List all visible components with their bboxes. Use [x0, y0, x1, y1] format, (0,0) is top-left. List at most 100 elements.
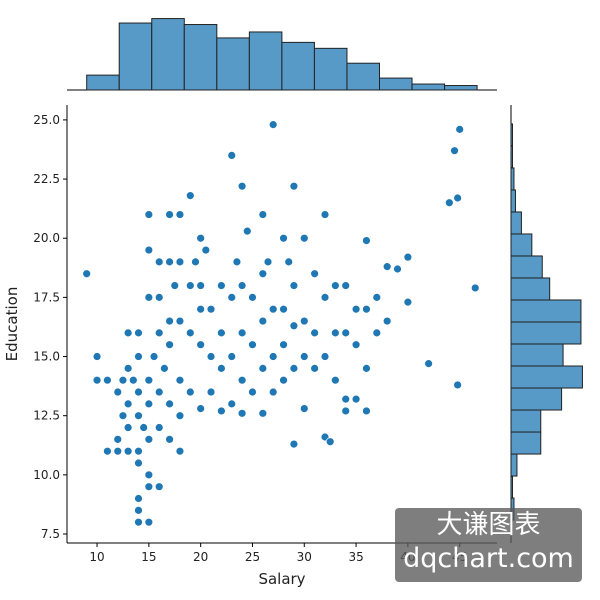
- x-tick-label: 35: [348, 550, 363, 564]
- point: [216, 363, 226, 373]
- point: [92, 375, 102, 385]
- y-tick-label: 20.0: [33, 231, 60, 245]
- point: [289, 439, 299, 449]
- point: [196, 340, 206, 350]
- point: [154, 328, 164, 338]
- hist-bar: [510, 277, 551, 301]
- hist-bar: [118, 22, 153, 91]
- point: [330, 328, 340, 338]
- point: [159, 363, 169, 373]
- hist-bar: [411, 83, 446, 91]
- point: [144, 375, 154, 385]
- point: [134, 494, 143, 503]
- hist-bar: [510, 211, 522, 235]
- point: [185, 328, 195, 338]
- y-tick-label: 12.5: [33, 409, 60, 423]
- point: [134, 505, 143, 515]
- hist-bar: [510, 145, 513, 169]
- point: [299, 316, 309, 326]
- point: [258, 408, 268, 418]
- point: [134, 328, 143, 338]
- point: [134, 458, 143, 468]
- point: [330, 375, 340, 385]
- point: [248, 387, 257, 397]
- point: [128, 375, 138, 385]
- hist-bar: [444, 85, 478, 91]
- point: [237, 181, 247, 191]
- point: [175, 375, 185, 385]
- point: [227, 399, 237, 409]
- point: [154, 292, 164, 302]
- point: [232, 257, 242, 267]
- point: [310, 363, 320, 373]
- hist-bar: [379, 77, 413, 91]
- point: [165, 399, 174, 409]
- point: [144, 399, 154, 409]
- point: [450, 146, 459, 156]
- point: [118, 375, 128, 385]
- point: [165, 210, 174, 219]
- point: [279, 340, 288, 350]
- point: [216, 328, 226, 338]
- point: [227, 292, 237, 302]
- point: [289, 321, 299, 331]
- hist-bar: [216, 37, 250, 91]
- hist-bar: [510, 387, 563, 411]
- point: [206, 352, 216, 361]
- point: [325, 437, 335, 447]
- point: [237, 375, 247, 385]
- x-tick-label: 20: [193, 550, 208, 564]
- point: [144, 292, 154, 302]
- point: [165, 316, 174, 326]
- watermark-line: dqchart.com: [403, 543, 574, 574]
- point: [258, 363, 268, 373]
- point: [103, 446, 112, 456]
- point: [118, 411, 128, 421]
- x-axis-title: Salary: [258, 570, 305, 588]
- y-tick-label: 7.5: [41, 527, 60, 541]
- point: [113, 434, 123, 444]
- point: [284, 257, 294, 267]
- point: [289, 363, 299, 373]
- point: [310, 269, 320, 279]
- point: [242, 226, 252, 236]
- hist-bar: [510, 167, 515, 191]
- point: [154, 482, 164, 492]
- point: [134, 446, 143, 456]
- point: [113, 387, 123, 397]
- point: [175, 210, 185, 219]
- point: [393, 264, 402, 274]
- y-tick-label: 25.0: [33, 113, 60, 127]
- point: [103, 375, 112, 385]
- x-tick-label: 30: [297, 550, 312, 564]
- point: [144, 470, 154, 480]
- watermark-line: 大谦图表: [436, 510, 541, 540]
- point: [185, 281, 195, 290]
- point: [362, 363, 371, 373]
- point: [123, 363, 133, 373]
- point: [227, 352, 237, 361]
- point: [144, 245, 154, 255]
- point: [268, 387, 278, 397]
- point: [289, 281, 299, 290]
- point: [263, 257, 273, 267]
- point: [372, 328, 382, 338]
- point: [185, 387, 195, 397]
- point: [196, 404, 206, 413]
- point: [279, 375, 288, 385]
- point: [134, 411, 143, 421]
- point: [341, 406, 351, 416]
- point: [351, 340, 361, 350]
- point: [216, 281, 226, 290]
- hist-bar: [151, 18, 185, 91]
- point: [123, 446, 133, 456]
- x-tick-label: 10: [89, 550, 104, 564]
- point: [175, 257, 185, 267]
- point: [165, 257, 174, 267]
- point: [82, 269, 92, 279]
- point: [154, 387, 164, 397]
- point: [382, 316, 392, 326]
- point: [403, 252, 413, 262]
- point: [175, 446, 185, 456]
